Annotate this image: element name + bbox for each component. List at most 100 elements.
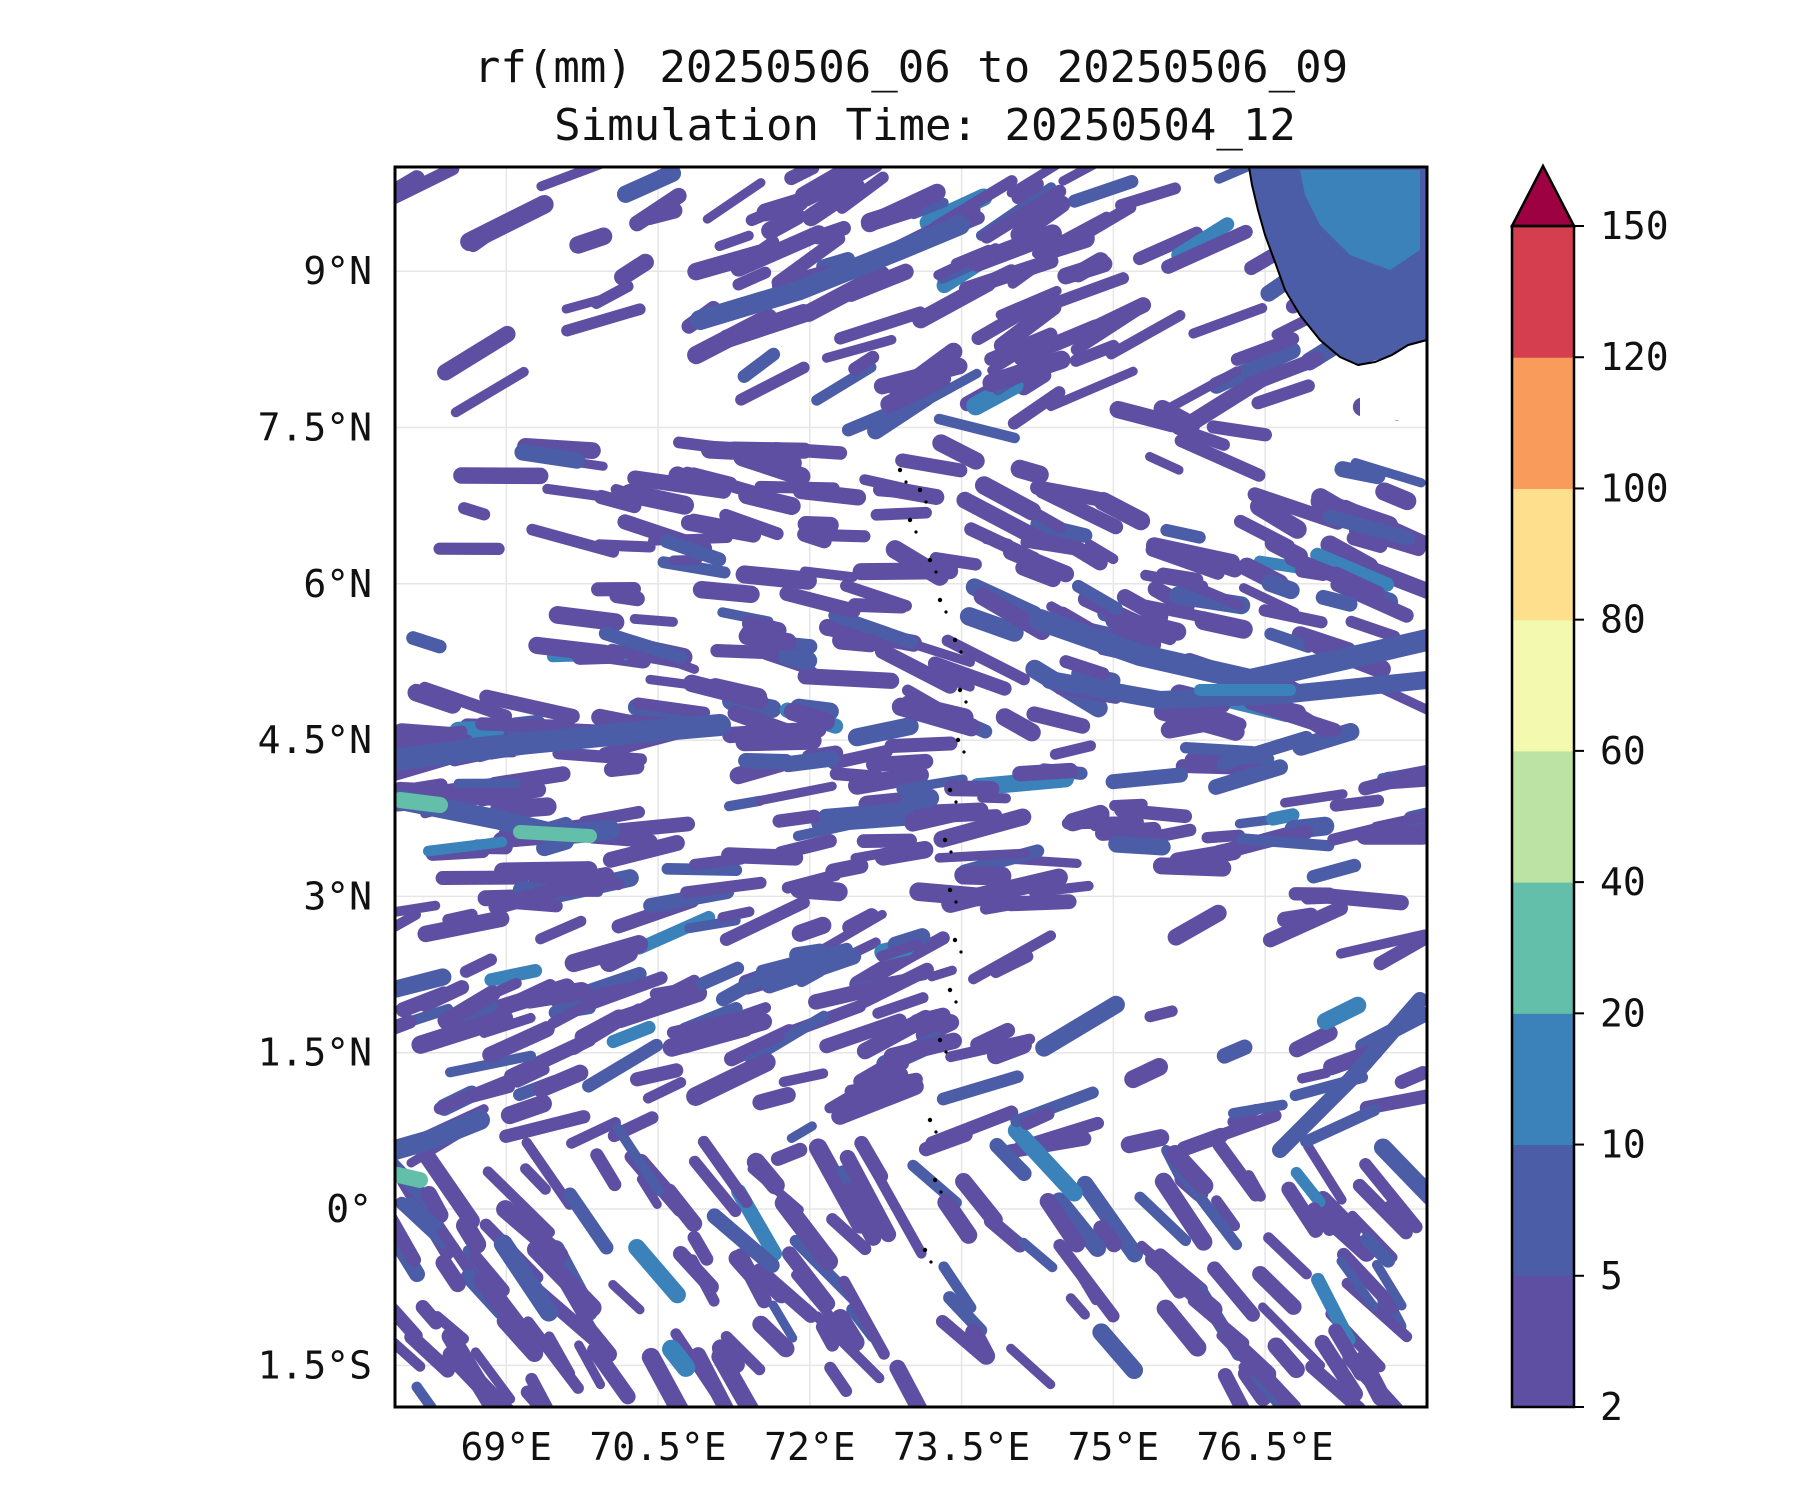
rain-streak (1375, 482, 1417, 511)
rain-streak (1263, 1232, 1312, 1280)
rain-streak (1026, 706, 1091, 734)
rain-streak (587, 1342, 636, 1405)
lon-tick-label-2: 72°E (764, 1425, 856, 1469)
rain-streak (778, 1068, 829, 1088)
rain-streak (1238, 583, 1300, 617)
rain-streak (435, 1254, 466, 1293)
rain-streak (734, 1031, 785, 1059)
land-kerala-inner (1300, 170, 1420, 270)
rain-streak (719, 508, 784, 541)
rain-streak (1046, 366, 1138, 412)
rain-streak (1058, 167, 1099, 186)
rain-streak (866, 753, 934, 773)
rain-streak (628, 1238, 686, 1304)
rain-streak (716, 1351, 760, 1407)
rain-streak (958, 253, 1059, 297)
map-frame (393, 165, 1429, 1409)
rain-streak (904, 809, 1003, 825)
island-dot-10 (947, 887, 953, 893)
rain-streak (632, 697, 711, 719)
rain-streak (797, 516, 839, 534)
rain-streak (818, 802, 912, 823)
rain-streak (437, 325, 516, 381)
island-dot-b-10 (954, 900, 958, 904)
rain-streak (1034, 272, 1129, 315)
rain-streak (828, 608, 918, 649)
rain-streak (566, 1117, 621, 1149)
rain-band-5 (1029, 609, 1427, 691)
rain-band-2 (395, 792, 448, 813)
rain-streak (473, 1271, 544, 1358)
rain-streak (1013, 319, 1104, 366)
rain-streak (1342, 1350, 1405, 1407)
colorbar-label-0: 2 (1600, 1385, 1623, 1429)
rain-streak (422, 836, 508, 857)
island-dot-b-5 (959, 650, 963, 654)
rain-streak (1065, 1293, 1090, 1320)
rain-streak (561, 303, 646, 337)
rain-streak (686, 467, 738, 493)
rain-streak (470, 1347, 516, 1404)
colorbar-label-3: 20 (1600, 991, 1646, 1035)
rain-streak (1116, 589, 1169, 626)
rain-streak (831, 1309, 865, 1352)
rain-streak (598, 626, 688, 664)
rain-streak (437, 985, 501, 1030)
rain-streak (842, 263, 914, 302)
colorbar-label-6: 80 (1600, 598, 1646, 642)
rain-streak (1160, 714, 1214, 739)
island-dot-11 (952, 937, 958, 943)
rain-streak (672, 1246, 719, 1295)
rain-streak (1006, 1343, 1056, 1390)
rain-streak (883, 1032, 962, 1065)
rain-streak (574, 1340, 606, 1390)
rain-streak (1105, 614, 1177, 646)
rain-streak (1067, 175, 1139, 208)
rain-streak (1280, 789, 1348, 808)
rain-streak (1394, 1066, 1427, 1089)
rain-streak (915, 1014, 960, 1044)
rain-streak (1314, 1334, 1364, 1402)
island-dot-b-6 (964, 700, 968, 704)
rain-streak (842, 908, 879, 935)
rain-streak (1371, 1259, 1407, 1311)
rain-streak (1020, 1107, 1055, 1130)
rain-streak (717, 304, 814, 348)
rain-streak (479, 689, 580, 724)
island-dot-b-12 (954, 1000, 958, 1004)
rain-streak (1322, 509, 1416, 546)
rain-streak (1194, 611, 1253, 639)
rain-streak (1267, 1337, 1305, 1379)
lat-tick-label-3: 4.5°N (258, 718, 372, 762)
rain-streak (547, 993, 605, 1029)
rain-streak (1165, 1145, 1214, 1196)
rain-streak (578, 805, 645, 829)
rain-streak (645, 674, 692, 689)
rain-streak (395, 909, 421, 933)
rain-streak (901, 684, 963, 725)
rain-streak (955, 1172, 1003, 1229)
island-dot-b-0 (904, 480, 908, 484)
rain-streak (417, 910, 510, 943)
rain-streak (870, 506, 932, 521)
rain-streak (1217, 1368, 1250, 1407)
rain-streak (1244, 248, 1280, 276)
rain-streak (1360, 1232, 1396, 1268)
rain-streak (797, 526, 832, 549)
rain-streak (1179, 742, 1258, 758)
rain-streak (876, 939, 923, 962)
rain-streak (1049, 740, 1097, 760)
rain-streak (520, 981, 591, 1009)
rain-streak (482, 1021, 555, 1063)
rain-streak (1305, 1360, 1366, 1407)
rain-streak (856, 833, 917, 848)
rain-streak (1346, 530, 1388, 553)
rain-streak (1155, 567, 1204, 588)
island-dot-b-13 (944, 1050, 948, 1054)
rain-streak (1069, 1259, 1101, 1306)
rain-streak (458, 502, 491, 521)
rain-streak (1145, 616, 1187, 641)
rain-streak (468, 1250, 510, 1297)
rain-streak (968, 930, 1057, 985)
rain-streak (641, 1347, 689, 1407)
